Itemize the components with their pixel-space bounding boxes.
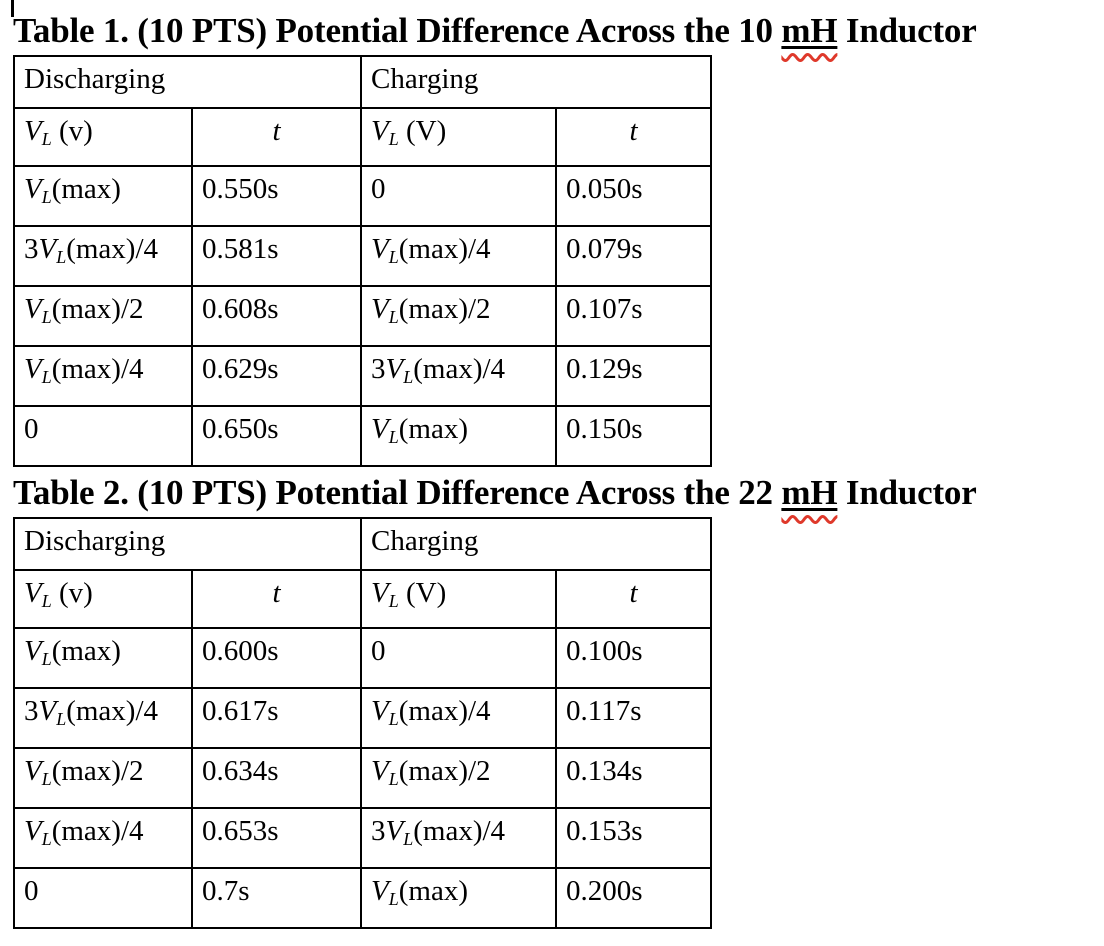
column-header-cell: VL (V): [360, 569, 558, 629]
spellcheck-squiggle: mH: [781, 473, 838, 512]
table-cell: 0.150s: [555, 405, 713, 467]
table-cell: VL(max)/4: [13, 345, 193, 407]
table-cell: 0.581s: [190, 225, 363, 287]
table-cell: 0.653s: [190, 807, 363, 869]
misspelled-word-underline: mH: [781, 473, 837, 512]
table-cell: VL(max)/4: [13, 807, 193, 869]
group-header-cell: Discharging: [12, 517, 363, 571]
table-cell: 0.608s: [190, 285, 363, 347]
table-cell: VL(max)/2: [13, 747, 193, 809]
table-cell: 3VL(max)/4: [360, 807, 558, 869]
table-cell: VL(max)/2: [360, 285, 558, 347]
column-header-cell: t: [190, 569, 363, 629]
table-cell: VL(max): [13, 627, 193, 689]
table-cell: 0.117s: [555, 687, 713, 749]
table-cell: 0: [360, 165, 558, 227]
column-header-cell: t: [190, 107, 363, 167]
misspelled-word-underline: mH: [781, 11, 837, 50]
table-cell: 0.617s: [190, 687, 363, 749]
table-row: 3VL(max)/4 0.617s VL(max)/4 0.117s: [13, 687, 713, 749]
table-row: 0 0.7s VL(max) 0.200s: [13, 867, 713, 929]
table-cell: 0.134s: [555, 747, 713, 809]
table-row: VL(max)/4 0.653s 3VL(max)/4 0.153s: [13, 807, 713, 869]
table-cell: 0.600s: [190, 627, 363, 689]
table2-title-suffix: Inductor: [837, 473, 977, 512]
table2-title-prefix: Table 2. (10 PTS) Potential Difference A…: [13, 473, 782, 512]
spellcheck-squiggle: mH: [781, 11, 838, 50]
table-cell: VL(max): [360, 405, 558, 467]
table-cell: 0.107s: [555, 285, 713, 347]
table-cell: 0.153s: [555, 807, 713, 869]
column-header-cell: VL (V): [360, 107, 558, 167]
table-cell: 3VL(max)/4: [360, 345, 558, 407]
table-row: 3VL(max)/4 0.581s VL(max)/4 0.079s: [13, 225, 713, 287]
table-cell: 0.650s: [190, 405, 363, 467]
inductor-table-1-body: Discharging Charging VL (v) t VL (V) t VL(max)…: [12, 55, 713, 467]
table-cell: 3VL(max)/4: [13, 225, 193, 287]
inductor-table-1: Discharging Charging VL (v) t VL (V) t VL(max)…: [12, 55, 713, 467]
table-row: VL(max)/2 0.634s VL(max)/2 0.134s: [13, 747, 713, 809]
table-cell: 3VL(max)/4: [13, 687, 193, 749]
table-cell: VL(max)/4: [360, 687, 558, 749]
table-cell: 0.629s: [190, 345, 363, 407]
table-cell: VL(max): [13, 165, 193, 227]
table-cell: 0.200s: [555, 867, 713, 929]
table1-title: Table 1. (10 PTS) Potential Difference A…: [13, 0, 1104, 55]
table-cell: VL(max)/2: [360, 747, 558, 809]
table-cell: 0: [13, 405, 193, 467]
table-row: 0 0.650s VL(max) 0.150s: [13, 405, 713, 467]
table1-title-prefix: Table 1. (10 PTS) Potential Difference A…: [13, 11, 782, 50]
column-header-cell: t: [555, 107, 713, 167]
table-cell: 0: [13, 867, 193, 929]
table-cell: VL(max)/4: [360, 225, 558, 287]
group-header-row: Discharging Charging: [12, 517, 713, 571]
table-row: VL(max) 0.600s 0 0.100s: [13, 627, 713, 689]
table-cell: VL(max): [360, 867, 558, 929]
group-header-cell: Charging: [360, 55, 713, 109]
table1-title-suffix: Inductor: [837, 11, 977, 50]
column-header-cell: VL (v): [13, 107, 193, 167]
table-cell: 0: [360, 627, 558, 689]
table2-title: Table 2. (10 PTS) Potential Difference A…: [13, 467, 1104, 517]
table-cell: 0.129s: [555, 345, 713, 407]
group-header-cell: Charging: [360, 517, 713, 571]
table-cell: 0.634s: [190, 747, 363, 809]
column-header-row: VL (v) t VL (V) t: [13, 107, 713, 167]
group-header-cell: Discharging: [12, 55, 363, 109]
table-cell: 0.550s: [190, 165, 363, 227]
group-header-row: Discharging Charging: [12, 55, 713, 109]
table-cell: 0.100s: [555, 627, 713, 689]
table-row: VL(max) 0.550s 0 0.050s: [13, 165, 713, 227]
table-cell: 0.079s: [555, 225, 713, 287]
inductor-table-2: Discharging Charging VL (v) t VL (V) t VL(max)…: [12, 517, 713, 929]
text-cursor[interactable]: [11, 0, 14, 17]
inductor-table-2-body: Discharging Charging VL (v) t VL (V) t VL(max)…: [12, 517, 713, 929]
table-row: VL(max)/2 0.608s VL(max)/2 0.107s: [13, 285, 713, 347]
table-cell: 0.7s: [190, 867, 363, 929]
column-header-cell: VL (v): [13, 569, 193, 629]
column-header-row: VL (v) t VL (V) t: [13, 569, 713, 629]
table-row: VL(max)/4 0.629s 3VL(max)/4 0.129s: [13, 345, 713, 407]
table-cell: 0.050s: [555, 165, 713, 227]
column-header-cell: t: [555, 569, 713, 629]
table-cell: VL(max)/2: [13, 285, 193, 347]
